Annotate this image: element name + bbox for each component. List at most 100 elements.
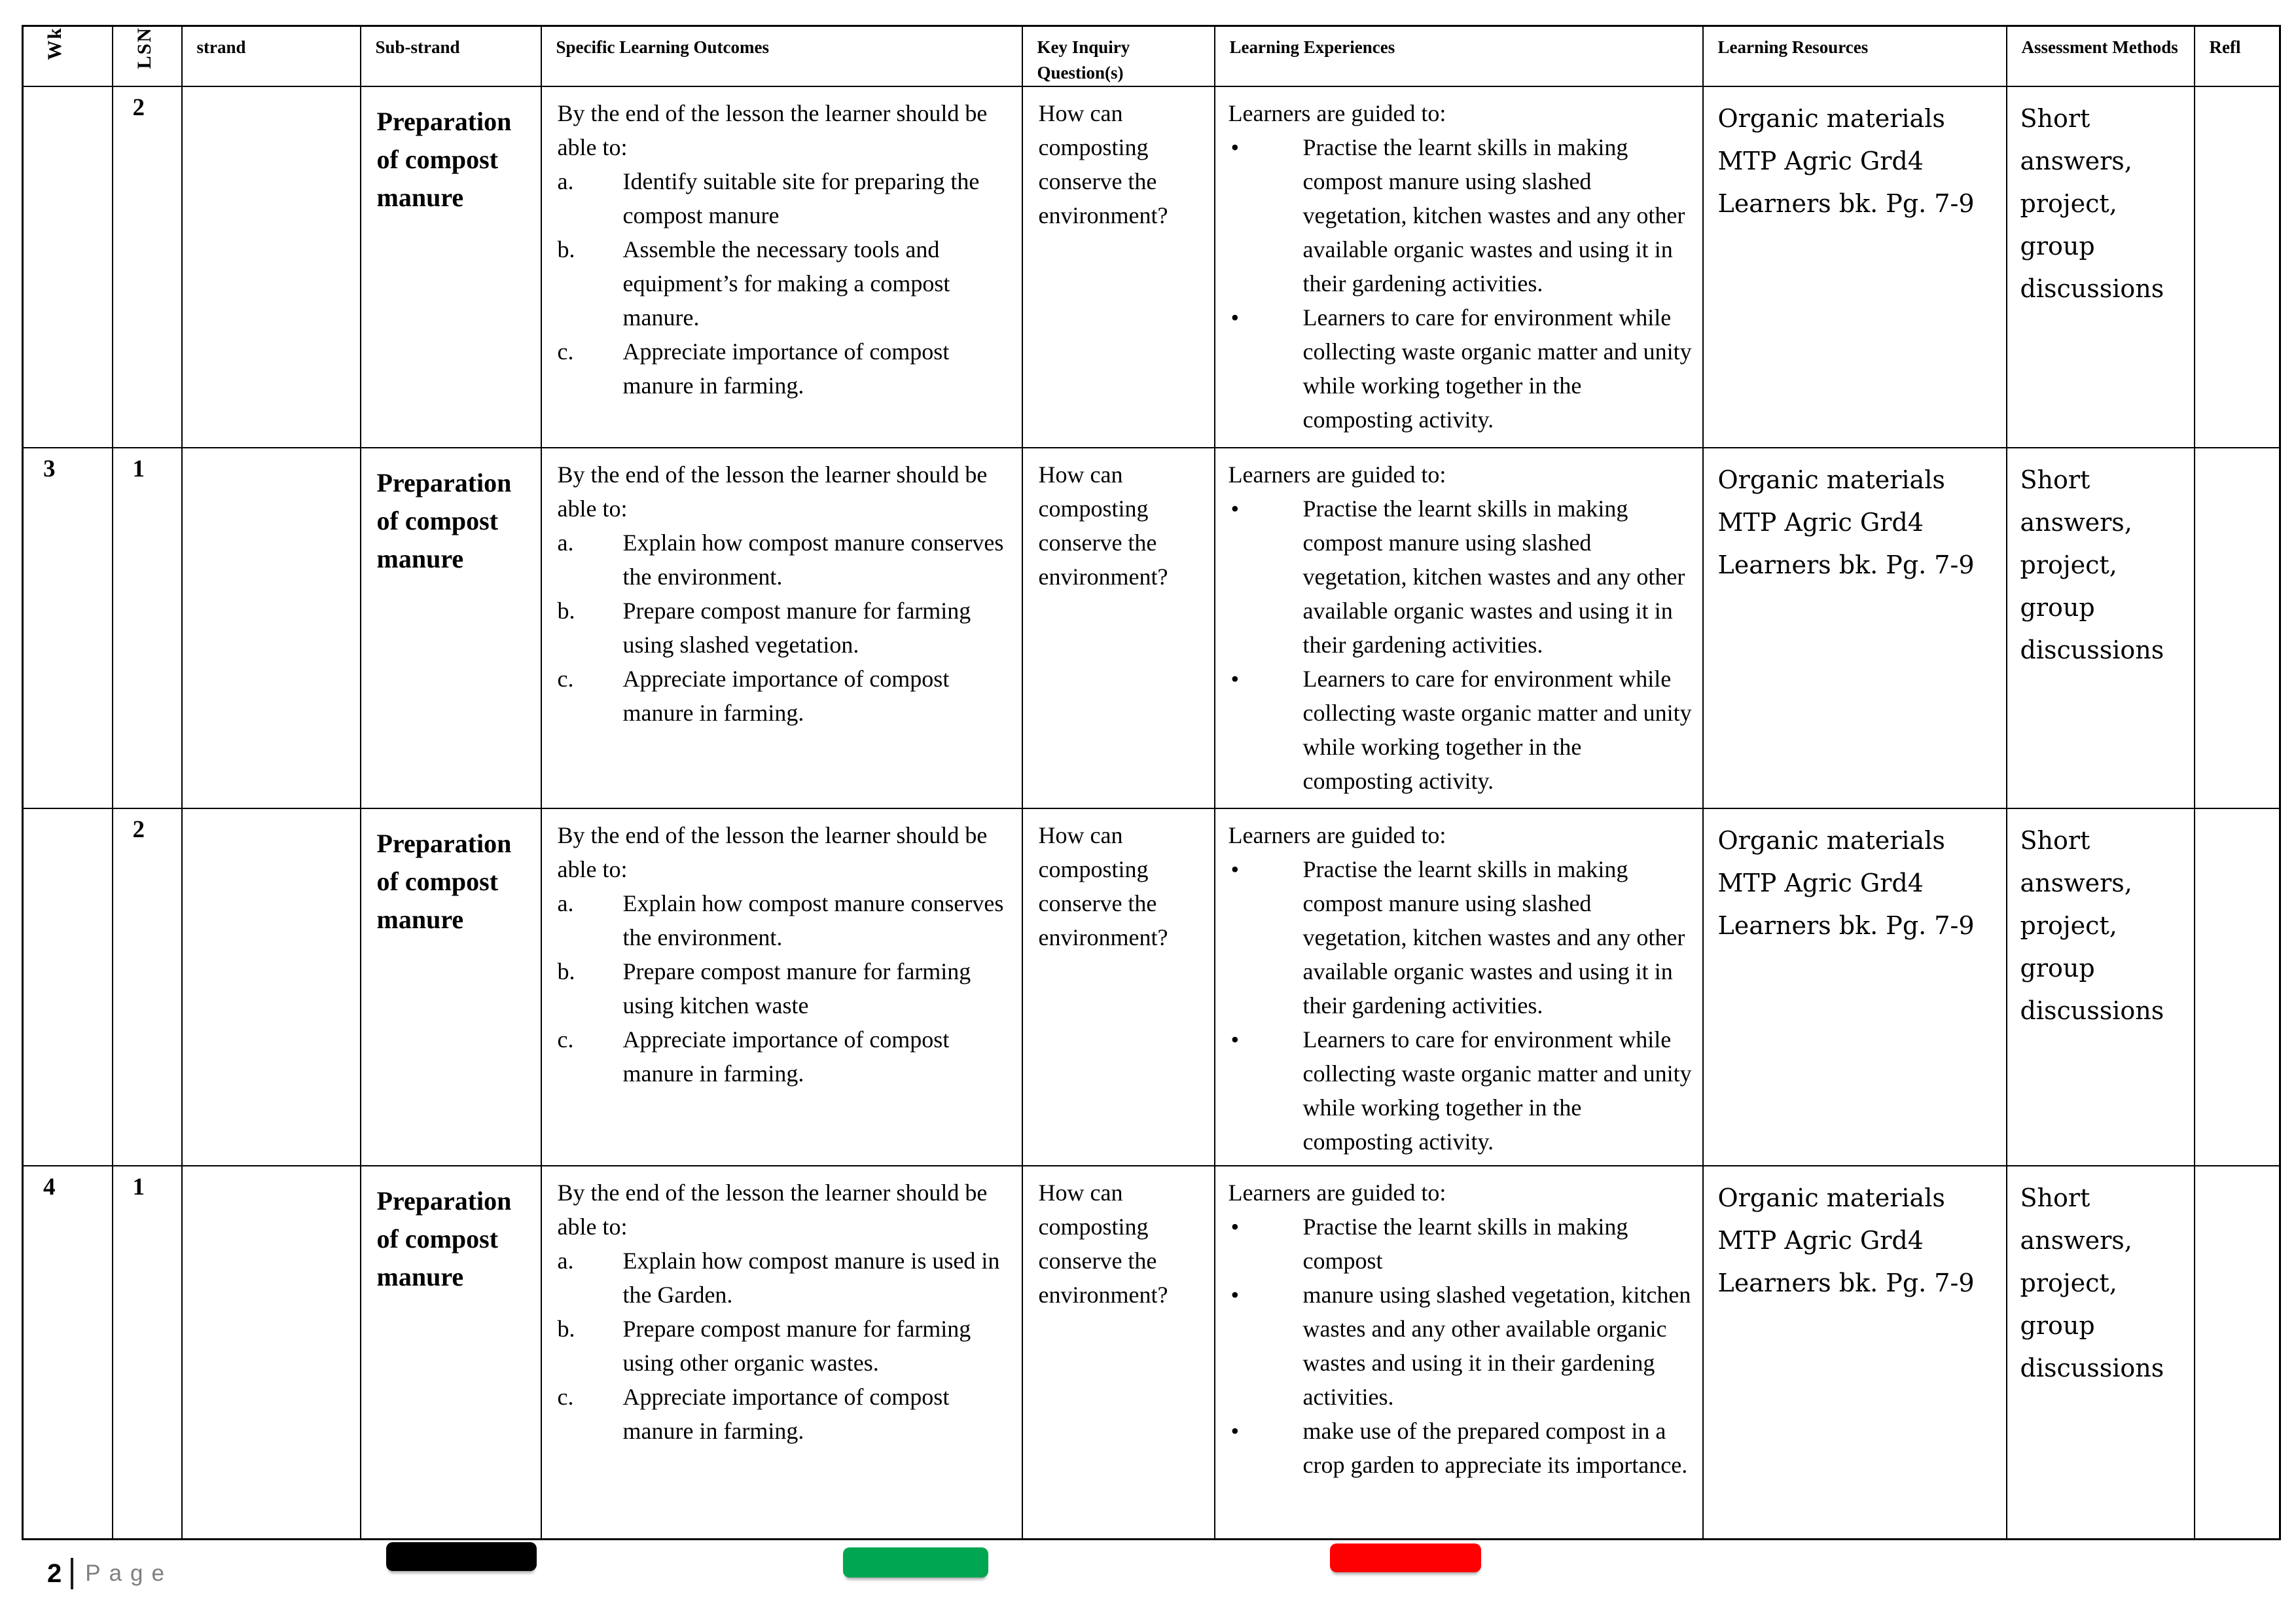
assessment-line: group xyxy=(2020,232,2095,261)
cell-experiences: Learners are guided to: • Practise the le… xyxy=(1213,86,1704,448)
page-word: Page xyxy=(85,1561,173,1586)
outcomes-intro: By the end of the lesson the learner sho… xyxy=(557,461,988,522)
table-row: 2 Preparation of compost manure By the e… xyxy=(22,808,2281,1166)
bullet-icon: • xyxy=(1230,496,1240,522)
experience-item: • make use of the prepared compost in a c… xyxy=(1229,1414,1696,1482)
resource-line: Organic materials xyxy=(1717,104,1945,133)
cell-assessment: Short answers, project, group discussion… xyxy=(2005,447,2195,809)
table-row: 4 1 Preparation of compost manure By the… xyxy=(22,1165,2281,1540)
col-header-inquiry: Key Inquiry Question(s) xyxy=(1021,25,1215,87)
highlight-swatch-red xyxy=(1330,1543,1481,1572)
experience-item: • manure using slashed vegetation, kitche… xyxy=(1229,1278,1696,1414)
scheme-of-work-table: Wk LSN strand Sub-strand Specific Learni… xyxy=(22,25,2281,1540)
cell-resources: Organic materials MTP Agric Grd4 Learner… xyxy=(1702,86,2007,448)
page-number: 2 xyxy=(47,1559,62,1588)
cell-resources: Organic materials MTP Agric Grd4 Learner… xyxy=(1702,808,2007,1166)
footer-separator xyxy=(71,1558,74,1589)
outcome-item: c. Appreciate importance of compost manur… xyxy=(557,338,950,399)
cell-wk: 4 xyxy=(22,1165,113,1540)
experiences-intro: Learners are guided to: xyxy=(1228,100,1446,126)
outcome-item: a. Identify suitable site for preparing t… xyxy=(557,168,980,228)
bullet-icon: • xyxy=(1230,1026,1240,1053)
col-header-strand: strand xyxy=(181,25,361,87)
cell-resources: Organic materials MTP Agric Grd4 Learner… xyxy=(1702,447,2007,809)
assessment-line: group xyxy=(2020,954,2095,983)
experience-item: • Practise the learnt skills in making co… xyxy=(1229,1210,1696,1278)
cell-outcomes: By the end of the lesson the learner sho… xyxy=(540,1165,1023,1540)
resource-line: Learners bk. Pg. 7-9 xyxy=(1717,189,1975,218)
assessment-line: discussions xyxy=(2020,1354,2164,1382)
assessment-line: answers, xyxy=(2020,508,2132,537)
outcomes-intro: By the end of the lesson the learner sho… xyxy=(557,822,988,882)
resource-line: MTP Agric Grd4 xyxy=(1717,508,1924,537)
table-row: 2 Preparation of compost manure By the e… xyxy=(22,86,2281,448)
assessment-line: project, xyxy=(2020,911,2117,940)
resource-line: Organic materials xyxy=(1717,1183,1945,1212)
resource-line: MTP Agric Grd4 xyxy=(1717,869,1924,897)
cell-inquiry: How can composting conserve the environm… xyxy=(1021,1165,1215,1540)
experiences-intro: Learners are guided to: xyxy=(1228,461,1446,488)
assessment-line: Short xyxy=(2020,1183,2090,1212)
assessment-line: Short xyxy=(2020,465,2090,494)
resource-line: Organic materials xyxy=(1717,826,1945,855)
cell-assessment: Short answers, project, group discussion… xyxy=(2005,808,2195,1166)
resource-line: MTP Agric Grd4 xyxy=(1717,147,1924,175)
col-header-outcomes: Specific Learning Outcomes xyxy=(540,25,1023,87)
cell-wk xyxy=(22,86,113,448)
cell-experiences: Learners are guided to: • Practise the le… xyxy=(1213,808,1704,1166)
experience-item: • Practise the learnt skills in making co… xyxy=(1229,130,1696,300)
cell-refl xyxy=(2193,808,2281,1166)
resource-line: Organic materials xyxy=(1717,465,1945,494)
outcome-item: b. Assemble the necessary tools and equip… xyxy=(557,236,950,331)
cell-sub-strand: Preparation of compost manure xyxy=(359,808,542,1166)
outcome-item: b. Prepare compost manure for farming usi… xyxy=(557,958,971,1019)
cell-outcomes: By the end of the lesson the learner sho… xyxy=(540,86,1023,448)
cell-assessment: Short answers, project, group discussion… xyxy=(2005,1165,2195,1540)
cell-sub-strand: Preparation of compost manure xyxy=(359,86,542,448)
experience-item: • Learners to care for environment while … xyxy=(1229,1022,1696,1159)
experiences-intro: Learners are guided to: xyxy=(1228,822,1446,848)
cell-experiences: Learners are guided to: • Practise the le… xyxy=(1213,1165,1704,1540)
cell-outcomes: By the end of the lesson the learner sho… xyxy=(540,808,1023,1166)
cell-experiences: Learners are guided to: • Practise the le… xyxy=(1213,447,1704,809)
assessment-line: project, xyxy=(2020,550,2117,579)
assessment-line: discussions xyxy=(2020,996,2164,1025)
assessment-line: answers, xyxy=(2020,147,2132,175)
bullet-icon: • xyxy=(1230,1282,1240,1308)
bullet-icon: • xyxy=(1230,666,1240,692)
bullet-icon: • xyxy=(1230,134,1240,160)
cell-outcomes: By the end of the lesson the learner sho… xyxy=(540,447,1023,809)
bullet-icon: • xyxy=(1230,304,1240,331)
cell-inquiry: How can composting conserve the environm… xyxy=(1021,86,1215,448)
assessment-line: answers, xyxy=(2020,1226,2132,1255)
cell-lsn: 1 xyxy=(111,1165,183,1540)
cell-strand xyxy=(181,86,361,448)
assessment-line: answers, xyxy=(2020,869,2132,897)
resource-line: Learners bk. Pg. 7-9 xyxy=(1717,550,1975,579)
header-row: Wk LSN strand Sub-strand Specific Learni… xyxy=(22,25,2281,87)
resource-line: Learners bk. Pg. 7-9 xyxy=(1717,1269,1975,1297)
highlight-swatch-black xyxy=(386,1542,537,1571)
col-header-sub-strand: Sub-strand xyxy=(359,25,542,87)
assessment-line: Short xyxy=(2020,104,2090,133)
cell-strand xyxy=(181,1165,361,1540)
lsn-header-label: LSN xyxy=(133,27,155,69)
cell-sub-strand: Preparation of compost manure xyxy=(359,447,542,809)
resource-line: Learners bk. Pg. 7-9 xyxy=(1717,911,1975,940)
table-row: 3 1 Preparation of compost manure By the… xyxy=(22,447,2281,809)
outcome-item: c. Appreciate importance of compost manur… xyxy=(557,1026,950,1087)
wk-header-label: Wk xyxy=(44,27,65,60)
assessment-line: discussions xyxy=(2020,274,2164,303)
assessment-line: project, group xyxy=(2020,1269,2117,1340)
experience-item: • Practise the learnt skills in making co… xyxy=(1229,492,1696,662)
col-header-wk: Wk xyxy=(22,25,113,87)
cell-inquiry: How can composting conserve the environm… xyxy=(1021,447,1215,809)
assessment-line: discussions xyxy=(2020,636,2164,664)
outcomes-intro: By the end of the lesson the learner sho… xyxy=(557,1180,988,1240)
outcome-item: a. Explain how compost manure is used in … xyxy=(557,1248,1000,1308)
outcomes-intro: By the end of the lesson the learner sho… xyxy=(557,100,988,160)
cell-wk: 3 xyxy=(22,447,113,809)
col-header-refl: Refl xyxy=(2193,25,2281,87)
col-header-resources: Learning Resources xyxy=(1702,25,2007,87)
